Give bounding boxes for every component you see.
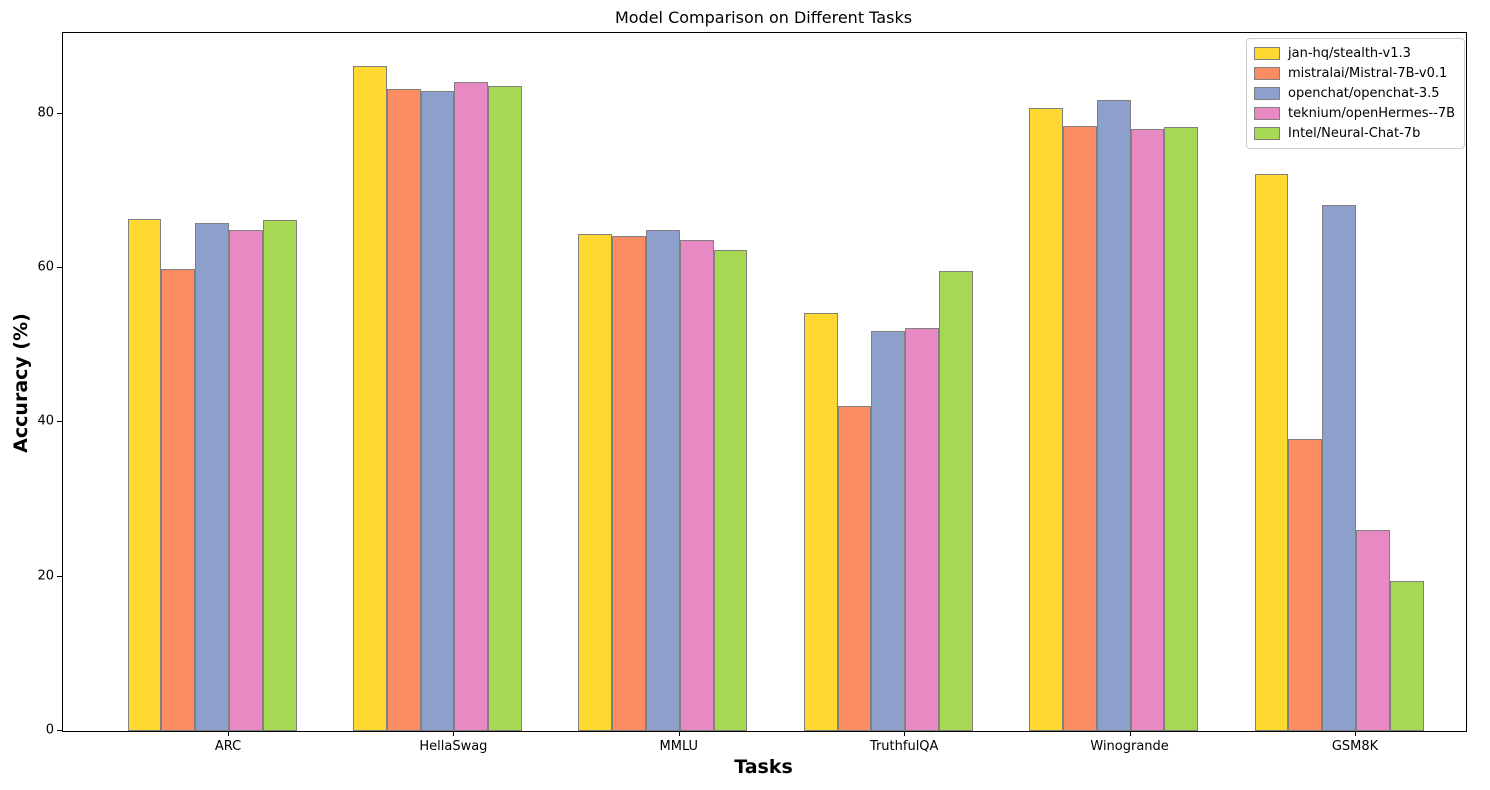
- bar: [1356, 530, 1390, 731]
- x-tick-label: HellaSwag: [419, 739, 488, 754]
- legend-swatch-icon: [1254, 47, 1280, 60]
- bar: [262, 220, 297, 731]
- y-tick-mark: [57, 575, 62, 577]
- bar: [939, 271, 973, 731]
- y-tick-label: 40: [37, 413, 54, 429]
- bar: [837, 405, 872, 731]
- x-tick-mark: [678, 731, 680, 736]
- bar: [612, 235, 646, 731]
- bar: [420, 90, 455, 731]
- bar: [578, 234, 613, 731]
- x-tick-mark: [1129, 731, 1131, 736]
- bar: [1389, 580, 1424, 731]
- bar: [1164, 127, 1199, 731]
- y-tick-mark: [57, 421, 62, 423]
- chart-title: Model Comparison on Different Tasks: [614, 8, 913, 27]
- bar: [871, 330, 906, 731]
- y-tick-label: 60: [37, 259, 54, 275]
- x-tick-label: TruthfulQA: [869, 739, 939, 754]
- bar: [1130, 128, 1165, 731]
- y-axis-label: Accuracy (%): [10, 313, 32, 453]
- bar: [229, 230, 263, 731]
- bar: [353, 66, 387, 731]
- y-tick-label: 0: [45, 722, 54, 738]
- bar: [803, 312, 838, 731]
- x-axis-label: Tasks: [734, 756, 793, 778]
- bar: [161, 269, 196, 731]
- bar: [1096, 100, 1131, 731]
- bar: [195, 222, 229, 731]
- legend-swatch-icon: [1254, 107, 1280, 120]
- y-tick-label: 80: [37, 105, 54, 121]
- y-tick-mark: [57, 267, 62, 269]
- x-tick-mark: [453, 731, 455, 736]
- x-tick-label: ARC: [214, 739, 242, 754]
- bar: [679, 239, 714, 731]
- legend-swatch-icon: [1254, 67, 1280, 80]
- bar: [127, 218, 162, 731]
- y-tick-label: 20: [37, 568, 54, 584]
- legend-label: openchat/openchat-3.5: [1288, 86, 1440, 101]
- plot-area: [62, 32, 1467, 732]
- x-tick-label: GSM8K: [1331, 739, 1379, 754]
- x-tick-mark: [228, 731, 229, 736]
- y-tick-mark: [57, 730, 62, 731]
- legend-label: jan-hq/stealth-v1.3: [1288, 46, 1411, 61]
- legend-item: jan-hq/stealth-v1.3: [1254, 45, 1455, 62]
- bar: [905, 328, 939, 731]
- legend-swatch-icon: [1254, 87, 1280, 100]
- legend-label: Intel/Neural-Chat-7b: [1288, 126, 1421, 141]
- legend: jan-hq/stealth-v1.3 mistralai/Mistral-7B-…: [1246, 38, 1466, 149]
- bar: [488, 86, 522, 731]
- x-tick-label: MMLU: [659, 739, 699, 754]
- x-tick-label: Winogrande: [1090, 739, 1169, 754]
- bar: [646, 229, 680, 731]
- bar: [454, 81, 489, 731]
- legend-label: teknium/openHermes--7B: [1288, 106, 1456, 121]
- legend-item: teknium/openHermes--7B: [1254, 105, 1455, 122]
- legend-swatch-icon: [1254, 127, 1280, 140]
- bar: [1063, 126, 1097, 731]
- bar: [386, 88, 421, 731]
- x-tick-mark: [904, 731, 906, 736]
- legend-label: mistralai/Mistral-7B-v0.1: [1288, 66, 1448, 81]
- bar: [1029, 107, 1063, 731]
- legend-item: Intel/Neural-Chat-7b: [1254, 125, 1455, 142]
- legend-item: mistralai/Mistral-7B-v0.1: [1254, 65, 1455, 82]
- bar: [713, 250, 748, 731]
- bar: [1322, 204, 1356, 731]
- bar: [1288, 439, 1323, 731]
- legend-item: openchat/openchat-3.5: [1254, 85, 1455, 102]
- x-tick-mark: [1355, 731, 1356, 736]
- y-tick-mark: [57, 112, 62, 114]
- bar: [1254, 174, 1289, 731]
